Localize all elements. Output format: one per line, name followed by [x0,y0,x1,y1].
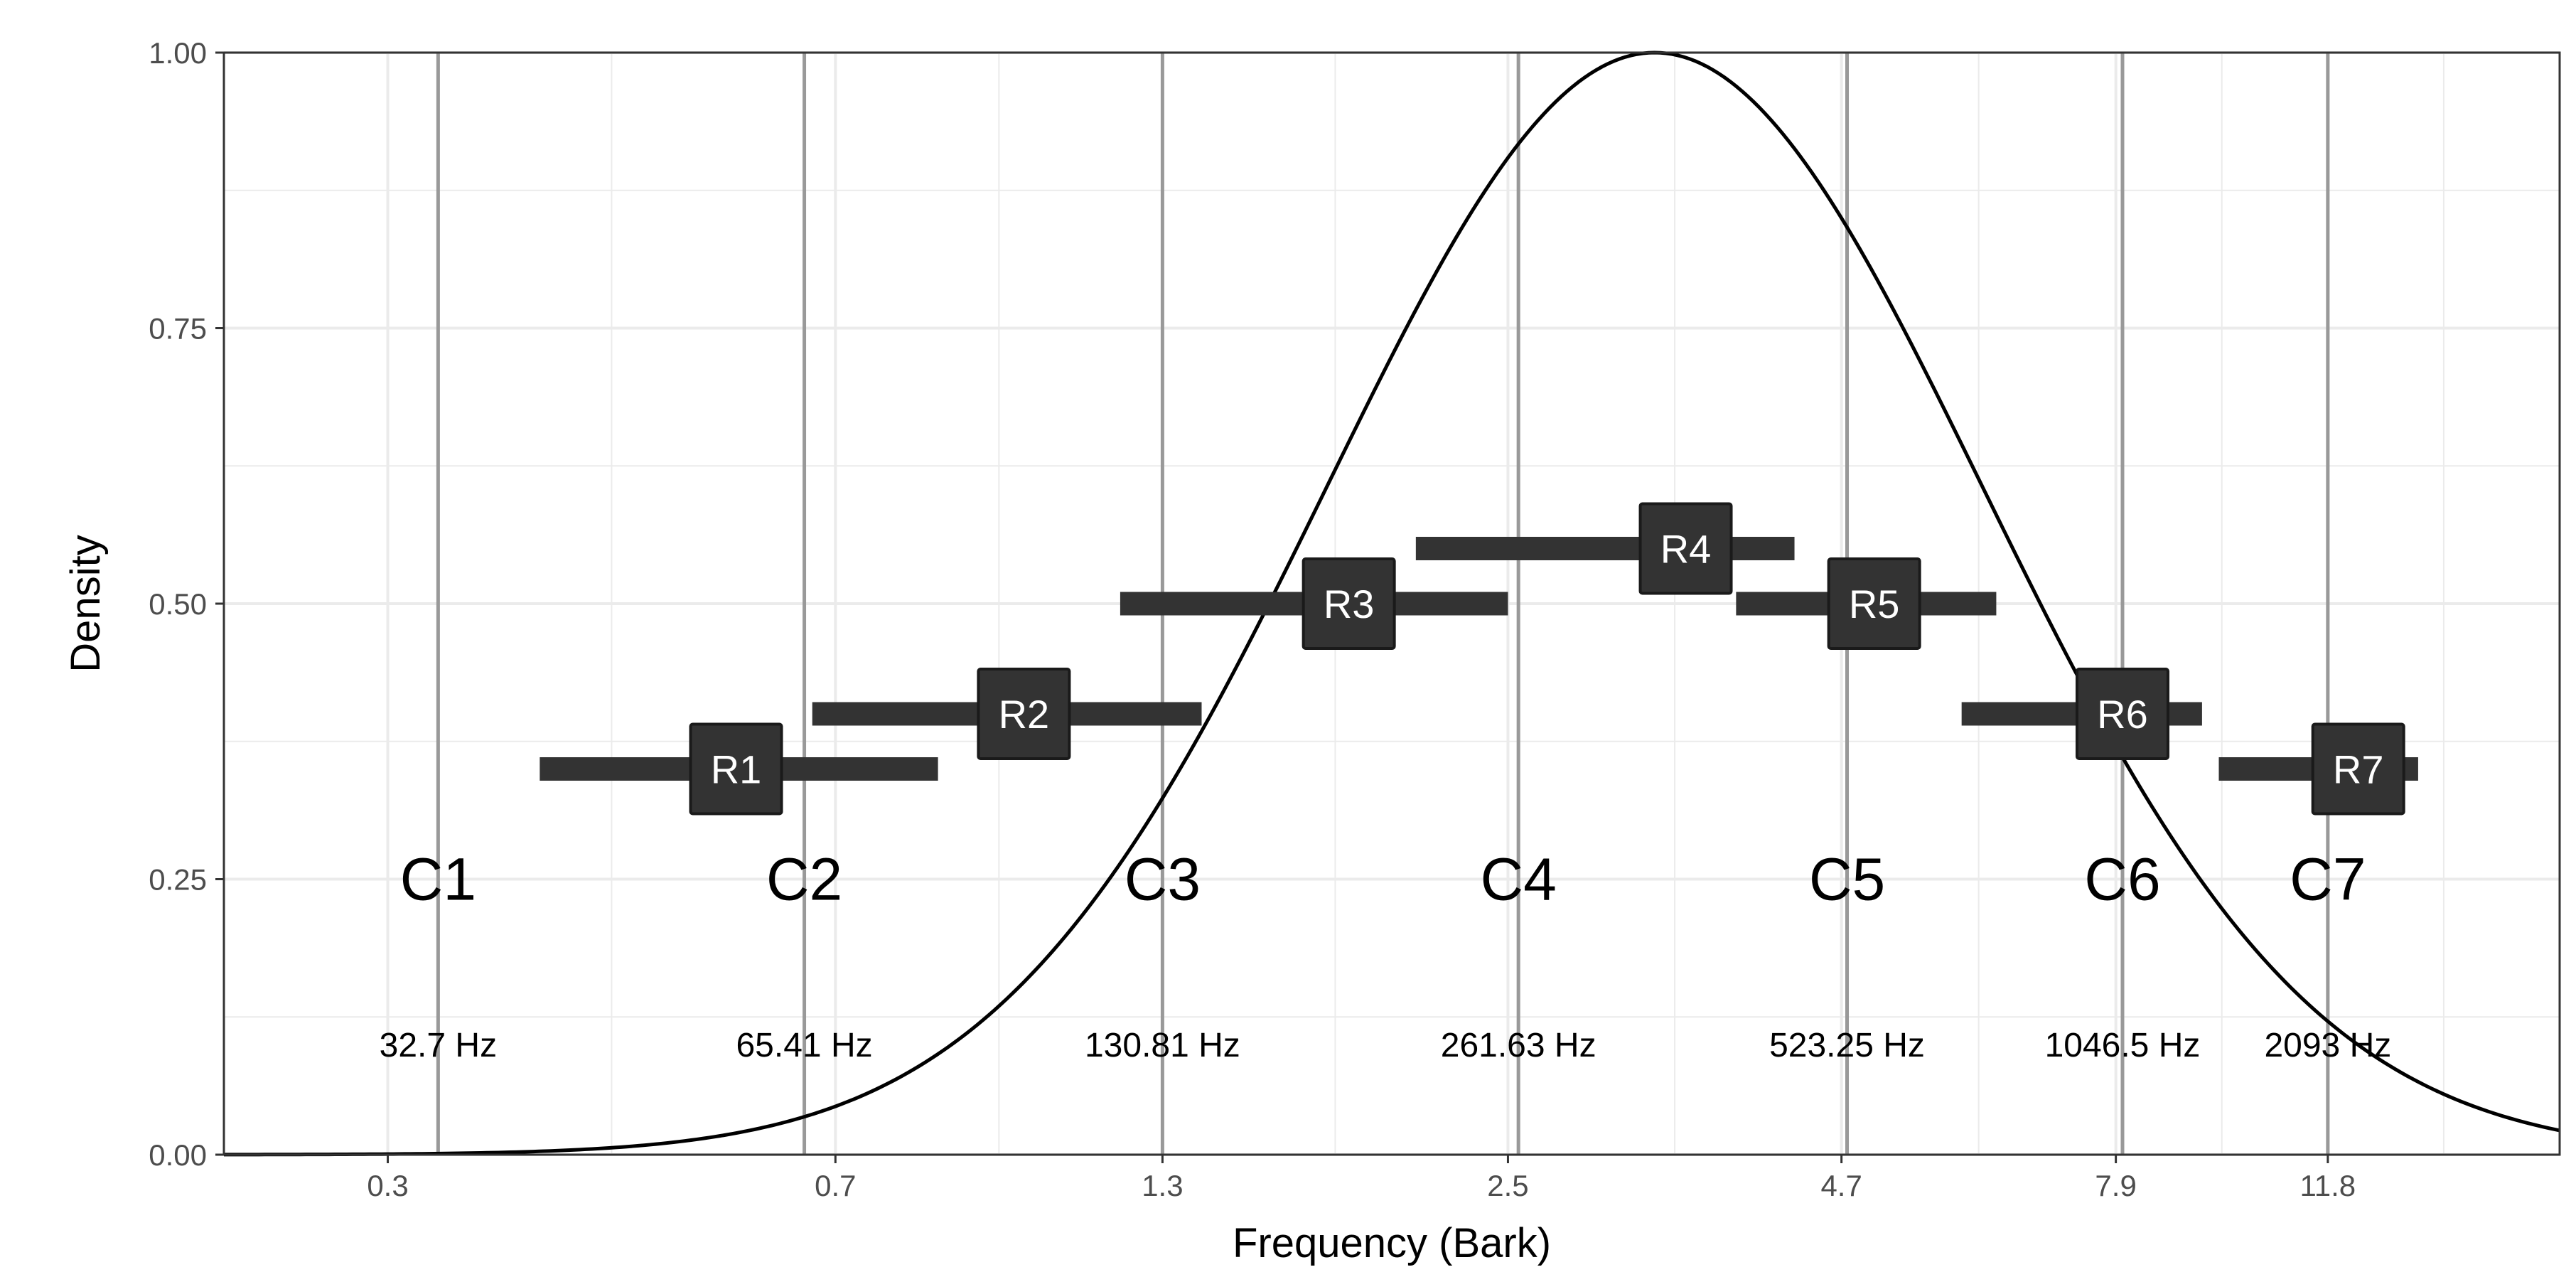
range-box-r1 [689,722,783,816]
note-label-c5: C5 [1809,846,1885,913]
note-label-c6: C6 [2084,846,2160,913]
x-tick-label: 4.7 [1820,1169,1862,1202]
x-tick-label: 0.7 [815,1169,856,1202]
x-tick-label: 11.8 [2300,1169,2356,1202]
range-label-r2: R2 [999,692,1050,737]
y-tick-label: 0.25 [149,863,207,897]
range-bars: R1 R2 R3 R4 R5 R6 R7 [540,502,2418,816]
x-axis-title: Frequency (Bark) [1233,1220,1551,1266]
y-tick-label: 0.75 [149,312,207,346]
note-label-c7: C7 [2290,846,2366,913]
range-box-r4 [1638,502,1733,595]
hz-label-c1: 32.7 Hz [380,1027,497,1064]
x-tick-label: 7.9 [2095,1169,2136,1202]
range-box-r3 [1302,557,1396,650]
range-label-r3: R3 [1324,582,1375,626]
hz-label-c2: 65.41 Hz [736,1027,872,1064]
x-tick-label: 0.3 [367,1169,408,1202]
hz-label-c3: 130.81 Hz [1085,1027,1240,1064]
note-label-c1: C1 [400,846,476,913]
y-axis-title: Density [63,535,109,672]
note-label-c3: C3 [1125,846,1201,913]
density-curve [223,50,2560,1157]
range-r2: R2 [812,668,1202,760]
hz-label-c6: 1046.5 Hz [2045,1027,2201,1064]
range-r4: R4 [1415,502,1795,595]
range-r7: R7 [2218,722,2418,816]
range-label-r4: R4 [1660,527,1712,572]
range-box-r7 [2311,722,2405,816]
range-r5: R5 [1736,557,1997,650]
density-curve-layer [223,50,2560,1157]
range-r3: R3 [1120,557,1508,650]
range-box-r2 [977,668,1071,760]
range-r6: R6 [1961,668,2202,760]
hz-label-c7: 2093 Hz [2264,1027,2391,1064]
x-tick-label: 1.3 [1142,1169,1183,1202]
note-label-c2: C2 [766,846,842,913]
range-label-r6: R6 [2097,692,2148,737]
y-tick-label: 1.00 [149,36,207,70]
range-box-r5 [1827,557,1921,650]
range-box-r6 [2075,668,2169,760]
y-tick-label: 0.00 [149,1138,207,1172]
note-labels: C1 32.7 Hz C2 65.41 Hz C3 130.81 Hz C4 261.63 H… [380,846,2392,1065]
note-label-c4: C4 [1480,846,1556,913]
y-tick-label: 0.50 [149,587,207,621]
range-label-r5: R5 [1849,582,1900,626]
axes: 0.3 0.7 1.3 2.5 4.7 7.9 11.8 0.00 0.25 0.50 0.75 1.… [149,36,2356,1202]
hz-label-c4: 261.63 Hz [1441,1027,1596,1064]
range-label-r1: R1 [711,747,762,792]
hz-label-c5: 523.25 Hz [1769,1027,1925,1064]
range-r1: R1 [540,722,938,816]
range-label-r7: R7 [2333,747,2384,792]
x-tick-label: 2.5 [1487,1169,1528,1202]
